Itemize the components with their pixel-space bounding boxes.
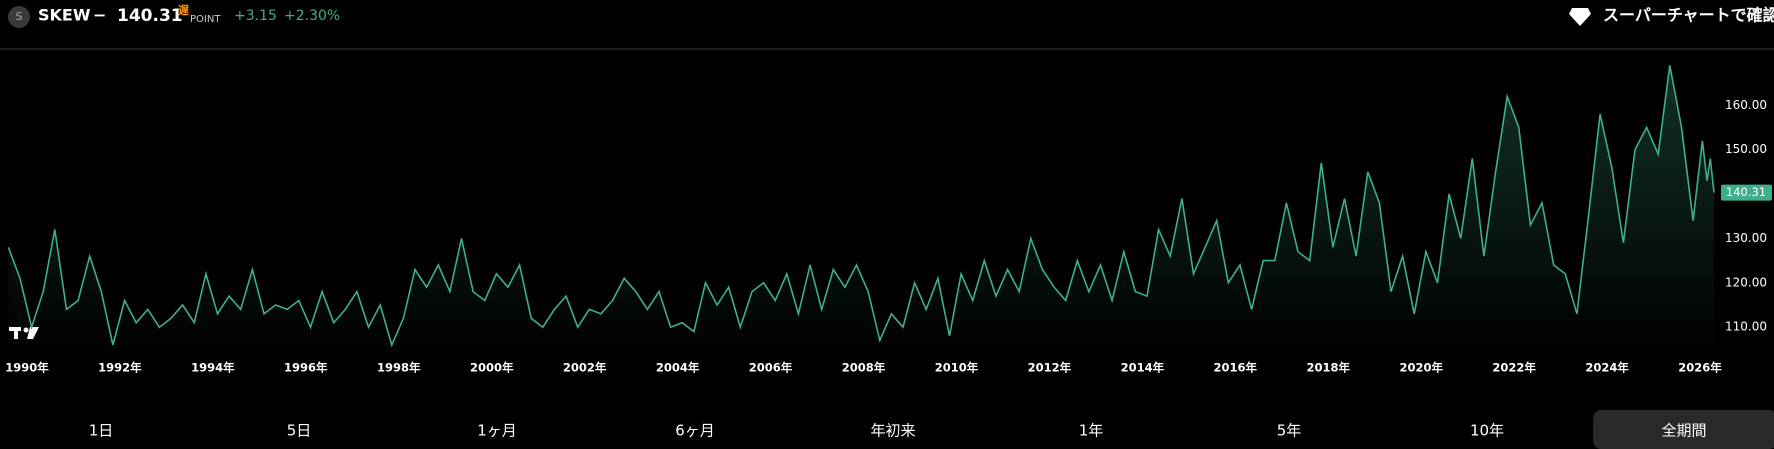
price: 140.31 [117, 6, 183, 26]
symbol-icon [8, 6, 30, 28]
symbol-icon-text: S [16, 10, 23, 23]
period-button[interactable]: 6ヶ月 [675, 422, 715, 440]
last-price-label: 140.31 [1726, 185, 1766, 199]
period-button[interactable]: 全期間 [1661, 422, 1706, 440]
supercharts-link[interactable]: スーパーチャートで確認 [1603, 6, 1774, 25]
period-button[interactable]: 5年 [1277, 422, 1302, 440]
last-price-badge [1721, 184, 1772, 201]
change-pct: +2.30% [284, 8, 340, 24]
x-tick-label: 1994年 [191, 361, 235, 375]
x-tick-label: 1998年 [377, 361, 421, 375]
x-tick-label: 2000年 [470, 361, 514, 375]
x-tick-label: 2026年 [1678, 361, 1722, 375]
x-tick-label: 2024年 [1585, 361, 1629, 375]
x-tick-label: 2006年 [749, 361, 793, 375]
x-tick-label: 1990年 [5, 361, 49, 375]
x-tick-label: 2018年 [1306, 361, 1350, 375]
period-button[interactable]: 1年 [1079, 422, 1104, 440]
price-line [7, 65, 1715, 348]
plot-area: 110.00120.00130.00140.00150.00160.001990… [5, 65, 1772, 375]
x-tick-label: 2020年 [1399, 361, 1443, 375]
unit: POINT [190, 14, 221, 25]
period-button[interactable]: 1日 [89, 422, 114, 440]
period-button[interactable]: 10年 [1470, 422, 1504, 440]
x-tick-label: 2004年 [656, 361, 700, 375]
separator: − [93, 6, 106, 25]
x-tick-label: 2014年 [1121, 361, 1165, 375]
x-tick-label: 2022年 [1492, 361, 1536, 375]
y-tick-label: 150.00 [1725, 142, 1767, 156]
x-tick-label: 2002年 [563, 361, 607, 375]
y-tick-label: 130.00 [1725, 231, 1767, 245]
y-tick-label: 110.00 [1725, 320, 1767, 334]
x-tick-label: 2016年 [1214, 361, 1258, 375]
period-bar: 1日 5日 1ヶ月 6ヶ月 年初来 1年 5年 10年 全期間 [89, 422, 1707, 440]
x-tick-label: 1992年 [98, 361, 142, 375]
y-tick-label: 120.00 [1725, 275, 1767, 289]
area-fill [8, 65, 1715, 357]
x-tick-label: 2008年 [842, 361, 886, 375]
delay-badge: 遅 [178, 4, 189, 17]
change: +3.15 [234, 8, 277, 24]
x-tick-label: 2010年 [935, 361, 979, 375]
selected-period-bg [1593, 410, 1774, 449]
x-tick-label: 1996年 [284, 361, 328, 375]
y-tick-label: 160.00 [1725, 98, 1767, 112]
link-icon[interactable] [1569, 8, 1591, 26]
period-button[interactable]: 1ヶ月 [477, 422, 517, 440]
period-button[interactable]: 年初来 [870, 422, 915, 440]
symbol[interactable]: SKEW [38, 6, 91, 25]
period-button[interactable]: 5日 [287, 422, 312, 440]
x-tick-label: 2012年 [1028, 361, 1072, 375]
